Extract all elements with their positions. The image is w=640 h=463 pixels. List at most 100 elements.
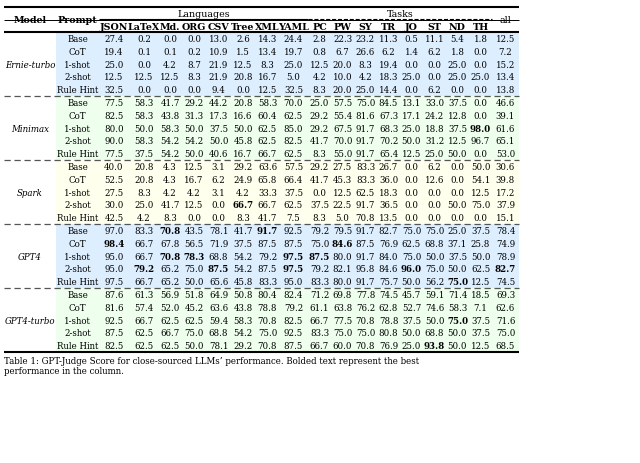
Text: 93.8: 93.8 — [424, 341, 445, 350]
Text: 0.0: 0.0 — [428, 213, 442, 223]
Text: 83.3: 83.3 — [310, 277, 329, 287]
Text: 50.0: 50.0 — [448, 265, 467, 274]
Text: 2.8: 2.8 — [312, 35, 326, 44]
Text: 24.9: 24.9 — [234, 175, 253, 184]
Text: 75.7: 75.7 — [379, 277, 398, 287]
Text: 62.5: 62.5 — [258, 124, 277, 133]
Text: 27.5: 27.5 — [333, 163, 352, 171]
Text: 57.5: 57.5 — [284, 163, 303, 171]
Text: 71.4: 71.4 — [448, 290, 467, 299]
Text: 7.5: 7.5 — [287, 213, 300, 223]
Text: 66.7: 66.7 — [232, 201, 253, 210]
Text: 58.3: 58.3 — [134, 99, 154, 108]
Text: 52.7: 52.7 — [402, 303, 421, 312]
Text: 8.3: 8.3 — [312, 213, 326, 223]
Text: 6.2: 6.2 — [381, 48, 396, 56]
Text: 1-shot: 1-shot — [64, 188, 91, 197]
Text: 66.4: 66.4 — [284, 175, 303, 184]
Text: 81.6: 81.6 — [356, 112, 375, 120]
Text: 65.2: 65.2 — [161, 277, 180, 287]
Text: 25.0: 25.0 — [402, 124, 421, 133]
Text: 1.8: 1.8 — [474, 35, 488, 44]
Text: 0.0: 0.0 — [451, 163, 465, 171]
Text: 0.0: 0.0 — [474, 213, 488, 223]
Text: 33.0: 33.0 — [425, 99, 444, 108]
Text: 97.5: 97.5 — [104, 277, 124, 287]
Text: 87.5: 87.5 — [104, 329, 124, 338]
Text: LaTeX: LaTeX — [128, 22, 160, 31]
Text: 40.6: 40.6 — [209, 150, 228, 159]
Text: 20.8: 20.8 — [233, 73, 253, 82]
Text: 11.3: 11.3 — [379, 35, 398, 44]
Text: 13.0: 13.0 — [209, 35, 228, 44]
Text: 13.4: 13.4 — [258, 48, 277, 56]
Text: 4.2: 4.2 — [163, 60, 177, 69]
Text: 50.0: 50.0 — [184, 124, 204, 133]
Text: 10.0: 10.0 — [333, 73, 352, 82]
Text: 65.6: 65.6 — [209, 277, 228, 287]
Text: PC: PC — [312, 22, 327, 31]
Text: 57.4: 57.4 — [134, 303, 154, 312]
Text: 87.5: 87.5 — [309, 252, 330, 261]
Text: TR: TR — [381, 22, 396, 31]
Text: 0.0: 0.0 — [451, 188, 465, 197]
Text: 8.7: 8.7 — [187, 60, 201, 69]
Text: Rule Hint: Rule Hint — [57, 341, 98, 350]
Text: 75.0: 75.0 — [356, 99, 375, 108]
Text: 25.0: 25.0 — [448, 73, 467, 82]
Text: 4.3: 4.3 — [163, 175, 177, 184]
Text: 20.0: 20.0 — [333, 86, 352, 95]
Text: 68.8: 68.8 — [425, 239, 444, 248]
Text: 6.2: 6.2 — [428, 48, 442, 56]
Text: 98.0: 98.0 — [470, 124, 491, 133]
Text: 59.1: 59.1 — [425, 290, 444, 299]
Text: 0.0: 0.0 — [451, 86, 465, 95]
Text: 15.2: 15.2 — [496, 60, 515, 69]
Text: 66.7: 66.7 — [134, 316, 154, 325]
Text: 37.5: 37.5 — [310, 201, 329, 210]
Text: 4.2: 4.2 — [163, 188, 177, 197]
Text: 3.1: 3.1 — [212, 163, 225, 171]
Text: GPT4: GPT4 — [18, 252, 42, 261]
Text: 8.3: 8.3 — [236, 213, 250, 223]
Text: 91.7: 91.7 — [356, 201, 375, 210]
Text: 87.5: 87.5 — [284, 239, 303, 248]
Text: 54.2: 54.2 — [161, 150, 180, 159]
Text: 8.3: 8.3 — [358, 60, 372, 69]
Text: 50.0: 50.0 — [184, 150, 204, 159]
Text: 96.0: 96.0 — [401, 265, 422, 274]
Text: 19.4: 19.4 — [104, 48, 124, 56]
Text: Minimax: Minimax — [11, 124, 49, 133]
Text: 67.8: 67.8 — [160, 239, 180, 248]
Text: 58.3: 58.3 — [234, 316, 253, 325]
Text: 0.8: 0.8 — [312, 48, 326, 56]
Text: YAML: YAML — [278, 22, 309, 31]
Text: 19.7: 19.7 — [284, 48, 303, 56]
Text: 45.8: 45.8 — [234, 137, 253, 146]
Text: 14.3: 14.3 — [258, 35, 277, 44]
Text: 55.4: 55.4 — [333, 112, 352, 120]
Text: 87.5: 87.5 — [258, 265, 277, 274]
Text: ST: ST — [428, 22, 442, 31]
Text: 70.8: 70.8 — [258, 341, 277, 350]
Text: 9.4: 9.4 — [212, 86, 225, 95]
Text: 1.4: 1.4 — [404, 48, 419, 56]
Text: 12.5: 12.5 — [184, 201, 204, 210]
Text: 62.5: 62.5 — [134, 341, 154, 350]
Text: 0.0: 0.0 — [312, 188, 326, 197]
Text: 66.7: 66.7 — [258, 201, 277, 210]
Text: 1-shot: 1-shot — [64, 124, 91, 133]
Text: 3.1: 3.1 — [212, 188, 225, 197]
Bar — [56, 288, 519, 352]
Text: 84.5: 84.5 — [379, 99, 398, 108]
Text: Tasks: Tasks — [387, 10, 413, 19]
Text: 25.0: 25.0 — [402, 341, 421, 350]
Text: CoT: CoT — [68, 239, 86, 248]
Text: 0.1: 0.1 — [163, 48, 177, 56]
Text: 12.5: 12.5 — [448, 137, 467, 146]
Text: Model: Model — [13, 16, 47, 25]
Text: 83.3: 83.3 — [258, 277, 277, 287]
Text: 24.4: 24.4 — [284, 35, 303, 44]
Text: 0.0: 0.0 — [137, 60, 151, 69]
Text: 50.0: 50.0 — [209, 137, 228, 146]
